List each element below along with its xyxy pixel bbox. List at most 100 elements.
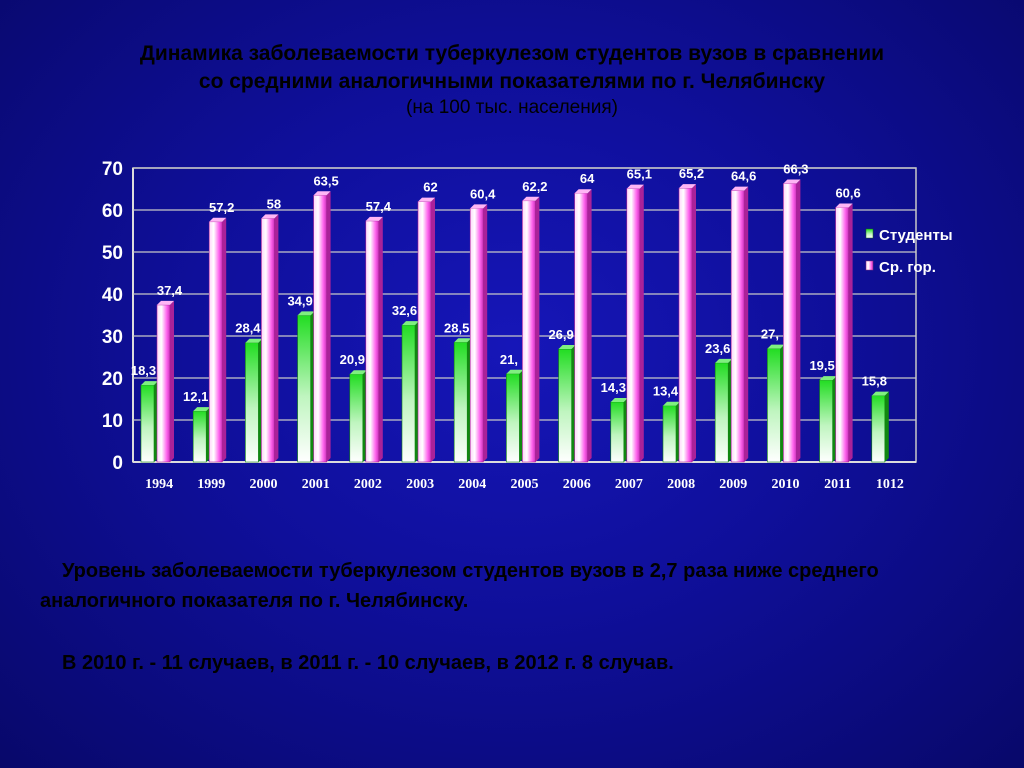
legend-label-city: Ср. гор. bbox=[879, 259, 936, 276]
bar-top bbox=[349, 370, 367, 375]
bar-face bbox=[140, 384, 155, 463]
data-label-city: 66,3 bbox=[783, 162, 808, 177]
x-tick-label: 2003 bbox=[406, 477, 434, 492]
bar-face bbox=[506, 373, 520, 463]
bar-top bbox=[418, 197, 435, 202]
bar-side bbox=[692, 184, 696, 462]
bar-face bbox=[819, 379, 833, 463]
cases-paragraph: В 2010 г. - 11 случаев, в 2011 г. - 10 с… bbox=[62, 652, 674, 674]
bar-city-2002 bbox=[365, 216, 383, 463]
bar-students-1012 bbox=[871, 391, 889, 463]
bar-students-2009 bbox=[714, 358, 733, 463]
bar-students-2010 bbox=[767, 344, 785, 463]
bar-face bbox=[261, 218, 275, 463]
bar-side bbox=[431, 197, 435, 462]
bar-face bbox=[662, 405, 677, 463]
bar-face bbox=[297, 315, 311, 463]
bar-side bbox=[587, 189, 592, 462]
bar-students-2008 bbox=[662, 401, 680, 463]
x-tick-label: 2001 bbox=[302, 477, 330, 492]
bar-top bbox=[470, 204, 488, 209]
data-label-students: 20,9 bbox=[340, 352, 365, 367]
data-label-city: 62 bbox=[423, 180, 437, 195]
bar-face bbox=[871, 395, 886, 463]
data-label-students: 32,6 bbox=[392, 303, 417, 318]
data-label-city: 57,2 bbox=[209, 200, 234, 215]
data-label-city: 60,6 bbox=[835, 185, 860, 200]
bar-side bbox=[884, 391, 889, 462]
data-label-students: 21, bbox=[500, 352, 518, 367]
bar-top bbox=[365, 216, 383, 221]
bar-students-2004 bbox=[453, 338, 472, 463]
bar-city-1994 bbox=[156, 300, 174, 463]
y-tick-label: 50 bbox=[102, 243, 123, 264]
bar-face bbox=[156, 304, 171, 463]
title-line-2: со средними аналогичными показателями по… bbox=[198, 70, 826, 93]
bar-students-2003 bbox=[401, 321, 419, 463]
bar-top bbox=[663, 401, 680, 406]
data-label-city: 64 bbox=[580, 171, 595, 186]
bar-face bbox=[558, 348, 572, 463]
data-label-students: 14,3 bbox=[601, 380, 626, 395]
legend-label-students: Студенты bbox=[879, 227, 953, 244]
bar-top bbox=[679, 184, 696, 189]
x-tick-label: 1994 bbox=[145, 477, 173, 492]
data-label-students: 13,4 bbox=[653, 384, 679, 399]
bar-city-2000 bbox=[261, 214, 279, 463]
bar-side bbox=[744, 186, 749, 462]
data-label-city: 63,5 bbox=[313, 173, 338, 188]
data-label-students: 15,8 bbox=[862, 374, 887, 389]
data-label-students: 19,5 bbox=[809, 358, 834, 373]
x-tick-label: 2008 bbox=[667, 477, 695, 492]
data-label-city: 58 bbox=[267, 196, 281, 211]
bar-students-2002 bbox=[349, 370, 367, 463]
bar-side bbox=[483, 204, 488, 462]
legend-swatch-city bbox=[865, 260, 874, 271]
bar-top bbox=[193, 407, 211, 412]
bar-side bbox=[170, 300, 174, 462]
bar-face bbox=[365, 220, 380, 463]
bar-face bbox=[767, 348, 781, 463]
bar-city-2007 bbox=[626, 184, 644, 463]
data-label-students: 12,1 bbox=[183, 389, 208, 404]
x-tick-label: 1012 bbox=[876, 477, 904, 492]
bar-city-2003 bbox=[417, 197, 435, 463]
x-tick-label: 2000 bbox=[250, 477, 278, 492]
bar-side bbox=[222, 217, 227, 462]
bar-face bbox=[349, 373, 364, 463]
bar-top bbox=[767, 344, 785, 349]
bar-city-2008 bbox=[678, 184, 696, 463]
bar-face bbox=[208, 221, 223, 463]
bar-students-2000 bbox=[245, 338, 263, 463]
x-tick-label: 2010 bbox=[772, 477, 800, 492]
bar-face bbox=[783, 183, 797, 463]
data-label-city: 57,4 bbox=[366, 199, 392, 214]
title-line-3: (на 100 тыс. населения) bbox=[406, 97, 618, 118]
data-label-city: 64,6 bbox=[731, 169, 756, 184]
bar-face bbox=[469, 208, 484, 463]
bar-city-1999 bbox=[208, 217, 227, 463]
bar-top bbox=[574, 189, 592, 194]
bar-top bbox=[261, 214, 279, 219]
data-label-city: 37,4 bbox=[157, 283, 183, 298]
x-tick-label: 2009 bbox=[719, 477, 747, 492]
bar-face bbox=[313, 195, 327, 463]
x-tick-label: 2011 bbox=[824, 477, 851, 492]
bar-top bbox=[835, 203, 853, 208]
data-label-students: 28,4 bbox=[235, 321, 261, 336]
bar-students-2001 bbox=[297, 311, 315, 463]
bar-top bbox=[506, 369, 524, 374]
bar-students-1999 bbox=[192, 407, 211, 463]
bar-top bbox=[297, 311, 315, 316]
bar-city-2004 bbox=[469, 204, 488, 463]
bar-face bbox=[401, 324, 416, 463]
y-tick-label: 30 bbox=[102, 327, 123, 348]
data-label-students: 26,9 bbox=[548, 327, 573, 342]
bar-face bbox=[678, 187, 693, 463]
data-label-city: 65,2 bbox=[679, 166, 704, 181]
bar-face bbox=[626, 188, 641, 463]
bar-city-2009 bbox=[730, 186, 749, 463]
x-tick-label: 2005 bbox=[511, 477, 539, 492]
y-tick-label: 0 bbox=[112, 453, 123, 474]
